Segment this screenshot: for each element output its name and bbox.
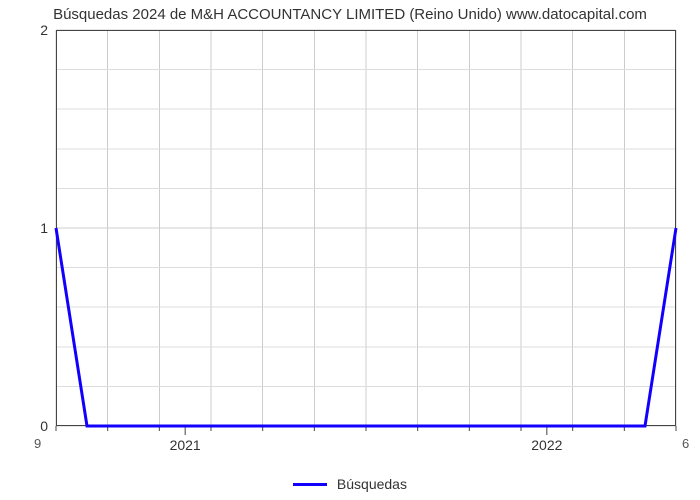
plot-svg xyxy=(56,30,676,426)
corner-label-bottom-right: 6 xyxy=(682,436,689,451)
chart-container: Búsquedas 2024 de M&H ACCOUNTANCY LIMITE… xyxy=(0,0,700,500)
x-tick-label: 2021 xyxy=(170,426,201,453)
corner-label-top-left: 9 xyxy=(34,436,41,451)
chart-title: Búsquedas 2024 de M&H ACCOUNTANCY LIMITE… xyxy=(0,6,700,23)
x-tick-label: 2022 xyxy=(531,426,562,453)
y-tick-label: 1 xyxy=(40,220,56,236)
legend-swatch xyxy=(293,483,327,486)
y-tick-label: 2 xyxy=(40,22,56,38)
plot-area: 01220212022 xyxy=(56,30,676,426)
legend-label: Búsquedas xyxy=(337,476,407,492)
y-tick-label: 0 xyxy=(40,418,56,434)
legend: Búsquedas xyxy=(0,475,700,492)
